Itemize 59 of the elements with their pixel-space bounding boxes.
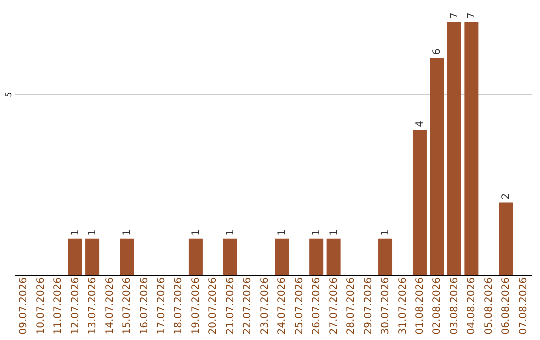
x-tick-label: 20.07.2026 [208, 278, 220, 335]
x-tick-label: 30.07.2026 [380, 278, 392, 335]
y-tick-label: 5 [4, 92, 14, 98]
x-tick-label: 06.08.2026 [501, 278, 512, 335]
data-label: 1 [380, 229, 392, 236]
x-tick-label: 09.07.2026 [18, 278, 30, 335]
x-tick-label: 04.08.2026 [466, 278, 478, 335]
x-tick-label: 01.08.2026 [414, 278, 426, 335]
bar [412, 130, 427, 275]
data-label: 4 [414, 121, 426, 128]
bar [223, 238, 238, 275]
bar [378, 238, 393, 275]
x-tick-label: 10.07.2026 [36, 278, 47, 335]
data-label: 7 [466, 12, 478, 19]
x-tick-label: 19.07.2026 [190, 278, 202, 335]
x-tick-label: 25.07.2026 [294, 278, 306, 335]
x-tick-label: 21.07.2026 [225, 278, 236, 335]
x-tick-label: 02.08.2026 [432, 278, 444, 335]
data-label: 1 [328, 229, 340, 236]
bar [310, 238, 324, 275]
data-label: 7 [449, 12, 460, 19]
data-label: 1 [70, 229, 82, 236]
bar [68, 238, 82, 275]
data-label: 1 [122, 229, 134, 236]
bar [188, 238, 203, 275]
data-label: 1 [225, 229, 236, 236]
data-label: 1 [312, 229, 323, 236]
x-tick-label: 22.07.2026 [242, 278, 254, 335]
x-tick-label: 23.07.2026 [260, 278, 271, 335]
x-tick-label: 13.07.2026 [88, 278, 99, 335]
x-tick-label: 18.07.2026 [174, 278, 185, 335]
x-tick-label: 17.07.2026 [156, 278, 168, 335]
x-tick-label: 27.07.2026 [328, 278, 340, 335]
data-label: 6 [432, 48, 444, 56]
data-label: 1 [88, 229, 99, 236]
x-tick-label: 28.07.2026 [346, 278, 358, 335]
x-tick-label: 15.07.2026 [122, 278, 134, 335]
x-tick-label: 03.08.2026 [449, 278, 460, 335]
bar [499, 202, 514, 275]
data-label: 1 [190, 229, 202, 236]
x-tick-label: 31.07.2026 [398, 278, 409, 335]
bar [326, 238, 341, 275]
x-tick-label: 14.07.2026 [104, 278, 116, 335]
x-tick-label: 05.08.2026 [484, 278, 495, 335]
data-label: 2 [501, 193, 512, 200]
x-tick-label: 24.07.2026 [277, 278, 288, 335]
data-label: 1 [277, 229, 288, 236]
x-tick-label: 12.07.2026 [70, 278, 82, 335]
bar [464, 22, 479, 275]
bar [430, 58, 444, 275]
x-tick-label: 07.08.2026 [518, 278, 530, 335]
bar [275, 238, 290, 275]
x-tick-label: 29.07.2026 [363, 278, 374, 335]
bar [447, 22, 462, 275]
x-tick-label: 26.07.2026 [312, 278, 323, 335]
bar [86, 238, 100, 275]
x-tick-label: 16.07.2026 [139, 278, 150, 335]
x-tick-label: 11.07.2026 [53, 278, 64, 335]
bar [120, 238, 134, 275]
